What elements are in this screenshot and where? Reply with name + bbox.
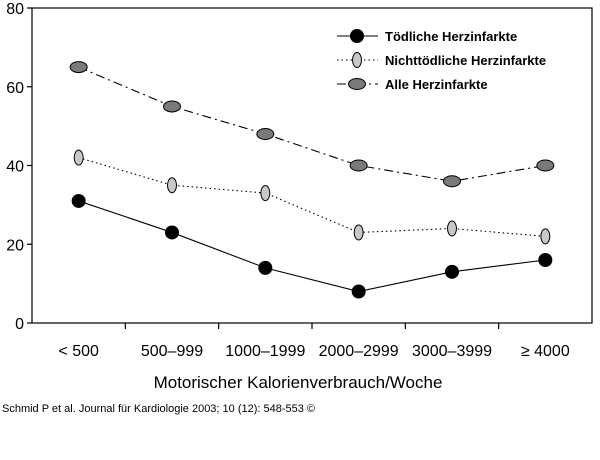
x-tick-label: 2000–2999	[319, 343, 399, 360]
x-tick-label: ≥ 4000	[521, 343, 570, 360]
y-tick-label: 0	[15, 316, 24, 333]
legend-marker	[348, 78, 366, 90]
y-tick-label: 80	[6, 1, 24, 18]
data-point	[445, 264, 459, 279]
x-tick-label: < 500	[58, 343, 99, 360]
legend-label: Tödliche Herzinfarkte	[385, 29, 517, 44]
data-point	[163, 100, 181, 113]
data-point	[447, 220, 457, 237]
citation: Schmid P et al. Journal für Kardiologie …	[2, 403, 316, 415]
series-line	[78, 66, 546, 182]
series-2	[73, 149, 551, 245]
legend: Tödliche Herzinfarkte Nichttödliche Herzi…	[337, 29, 546, 92]
line-chart: 0 20 40 60 80 < 500 500–999 1000–1999 2000–2999…	[6, 1, 593, 392]
legend-marker	[350, 29, 364, 43]
y-tick-label: 20	[6, 237, 24, 254]
data-point	[256, 128, 275, 140]
x-tick-label: 500–999	[141, 343, 203, 360]
legend-item-2: Nichttödliche Herzinfarkte	[337, 52, 546, 68]
data-point	[69, 61, 88, 74]
legend-marker	[352, 52, 362, 68]
x-tick-label: 1000–1999	[225, 343, 305, 360]
data-point	[73, 149, 84, 166]
data-point	[71, 193, 86, 208]
series-1	[71, 193, 553, 299]
data-point	[349, 159, 368, 172]
series-line	[78, 157, 546, 237]
data-point	[167, 177, 177, 194]
series-3	[69, 61, 555, 188]
legend-item-3: Alle Herzinfarkte	[337, 77, 488, 92]
legend-label: Nichttödliche Herzinfarkte	[385, 53, 546, 68]
data-point	[538, 253, 553, 267]
data-point	[258, 260, 273, 275]
series-line	[78, 200, 546, 293]
y-tick-label: 40	[6, 159, 24, 176]
legend-label: Alle Herzinfarkte	[385, 77, 488, 92]
series-layer	[69, 61, 555, 299]
data-point	[260, 185, 271, 202]
x-tick-label: 3000–3999	[412, 343, 492, 360]
y-tick-label: 60	[6, 80, 24, 97]
legend-item-1: Tödliche Herzinfarkte	[337, 29, 517, 44]
data-point	[165, 225, 179, 240]
data-point	[536, 159, 555, 172]
data-point	[351, 284, 366, 299]
data-point	[443, 175, 461, 188]
data-point	[540, 228, 551, 245]
data-point	[353, 224, 364, 241]
x-axis: < 500 500–999 1000–1999 2000–2999 3000–3999 ≥…	[58, 323, 570, 360]
y-axis: 0 20 40 60 80	[6, 1, 32, 333]
x-axis-title: Motorischer Kalorienverbrauch/Woche	[154, 373, 443, 392]
